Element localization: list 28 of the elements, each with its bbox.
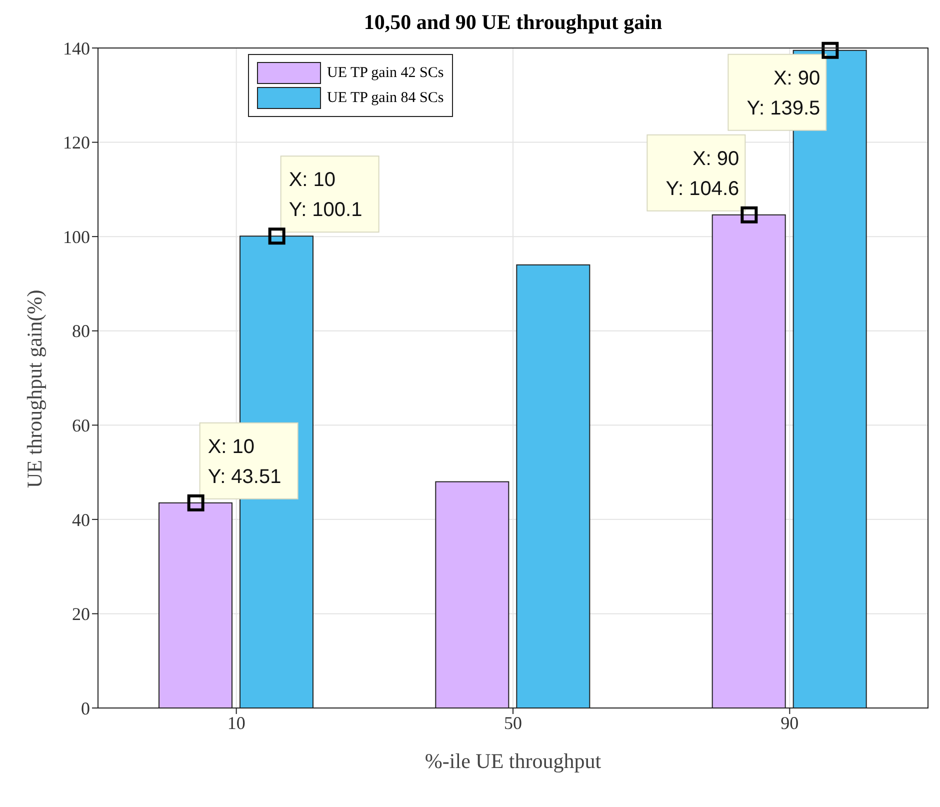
y-tick-label: 0 bbox=[81, 698, 90, 718]
bar bbox=[158, 502, 232, 708]
bar bbox=[516, 264, 590, 708]
datatip: X: 10 Y: 43.51 bbox=[187, 422, 298, 512]
x-tick-label: 90 bbox=[780, 712, 799, 733]
annotation: X: 90 Y: 104.6 bbox=[666, 148, 740, 200]
y-axis-title: UE throughput gain(%) bbox=[22, 290, 46, 488]
datatip: X: 10 Y: 100.1 bbox=[268, 156, 380, 245]
x-tick-label: 10 bbox=[227, 712, 246, 733]
bar bbox=[435, 481, 510, 708]
annotation: X: 10 Y: 43.51 bbox=[208, 436, 282, 488]
annotation: X: 90 Y: 139.5 bbox=[746, 67, 820, 120]
y-tick-label: 60 bbox=[72, 416, 90, 436]
datatip: X: 90 Y: 139.5 bbox=[728, 42, 839, 131]
y-tick-label: 40 bbox=[72, 510, 90, 530]
legend-label: UE TP gain 42 SCs bbox=[327, 64, 444, 82]
chart-title: 10,50 and 90 UE throughput gain bbox=[362, 10, 664, 35]
y-tick-label: 20 bbox=[72, 604, 90, 624]
bar bbox=[712, 214, 786, 708]
y-tick-label: 100 bbox=[63, 226, 90, 247]
annotation: X: 10 Y: 100.1 bbox=[288, 169, 362, 222]
y-tick-label: 140 bbox=[63, 38, 90, 58]
datatip: X: 90 Y: 104.6 bbox=[646, 134, 758, 224]
legend-label: UE TP gain 84 SCs bbox=[327, 90, 444, 106]
y-tick-label: 120 bbox=[63, 132, 90, 153]
y-tick-label: 80 bbox=[72, 321, 90, 342]
x-tick-label: 50 bbox=[504, 712, 522, 733]
x-axis-title: %-ile UE throughput bbox=[424, 749, 602, 773]
